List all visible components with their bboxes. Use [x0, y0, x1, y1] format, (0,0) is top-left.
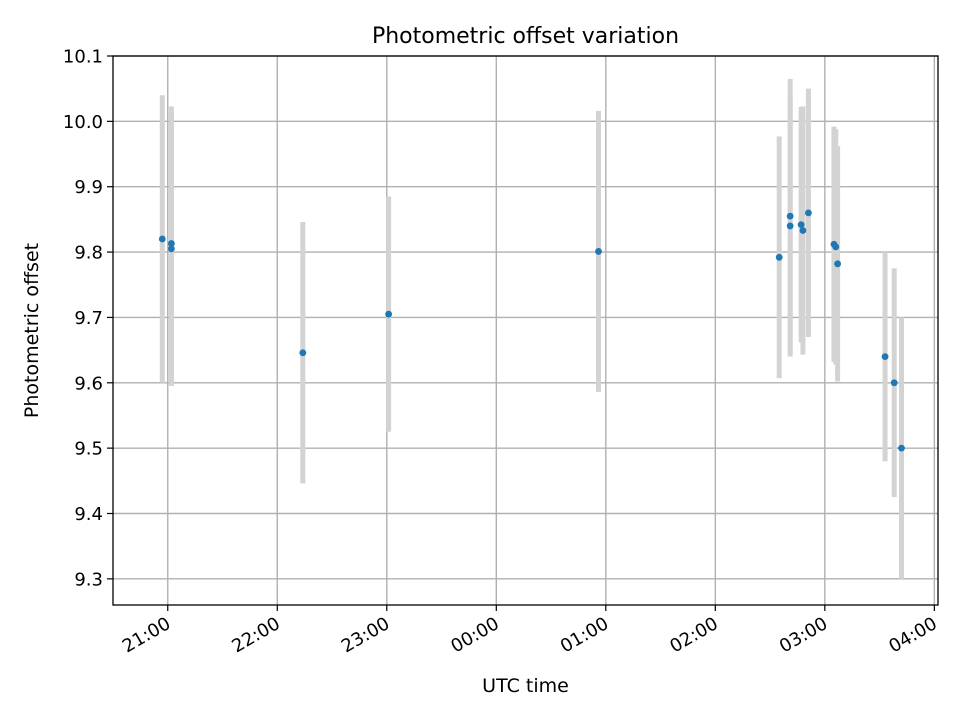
y-axis-label: Photometric offset: [21, 243, 43, 418]
y-tick-label: 10.1: [63, 47, 103, 68]
data-point: [832, 243, 840, 251]
y-tick-label: 9.6: [74, 373, 103, 394]
chart-title: Photometric offset variation: [372, 24, 679, 49]
data-point: [881, 353, 889, 361]
data-point: [168, 240, 175, 247]
data-point: [786, 212, 794, 220]
data-point: [775, 253, 783, 261]
x-axis-label: UTC time: [482, 675, 569, 697]
point-layer: [158, 209, 905, 452]
data-point: [834, 260, 842, 268]
y-tick-label: 9.8: [74, 243, 103, 264]
y-tick-label: 9.5: [74, 439, 103, 460]
y-tick-label: 9.7: [74, 308, 103, 329]
data-point: [786, 222, 794, 230]
data-point: [799, 227, 807, 234]
data-point: [898, 444, 905, 452]
y-tick-label: 9.9: [74, 177, 103, 198]
data-point: [890, 379, 898, 387]
data-point: [805, 209, 812, 217]
data-point: [595, 248, 602, 255]
data-point: [168, 245, 175, 253]
data-point: [299, 349, 307, 357]
y-tick-label: 9.3: [74, 569, 103, 590]
data-point: [158, 235, 166, 243]
data-point: [797, 221, 805, 229]
y-tick-label: 10.0: [63, 112, 103, 133]
plot-frame: [112, 55, 939, 606]
data-point: [385, 310, 393, 318]
y-tick-label: 9.4: [74, 504, 103, 525]
